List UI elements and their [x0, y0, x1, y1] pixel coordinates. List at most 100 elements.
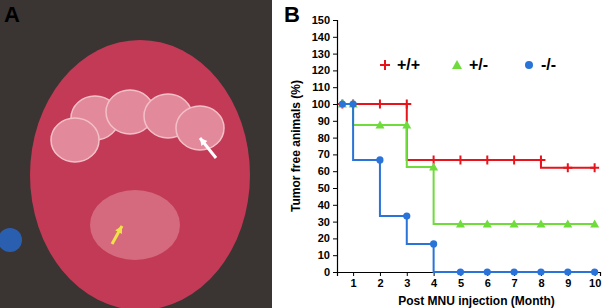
photo-organ: [90, 190, 180, 260]
series-marker: [338, 100, 347, 109]
series-marker: [376, 156, 383, 163]
tick-label: 2: [377, 277, 383, 289]
tick-mark: [333, 37, 337, 38]
panel-label: B: [284, 2, 300, 27]
tick: 10: [318, 249, 337, 261]
tick-mark: [333, 87, 337, 88]
series-marker: [510, 155, 519, 164]
tick-label: 4: [431, 277, 438, 289]
tick-mark: [333, 54, 337, 55]
tick: 3: [404, 272, 410, 289]
tick-label: 8: [538, 277, 544, 289]
tick-label: 100: [312, 98, 330, 110]
y-axis-title: Tumor free animals (%): [289, 80, 303, 212]
legend-marker: [380, 60, 390, 70]
series-line: [342, 104, 594, 168]
tick-label: 0: [324, 266, 330, 278]
tick: 50: [318, 182, 337, 194]
series-line: [342, 104, 594, 272]
legend-marker: [525, 61, 533, 69]
photo-panel: [0, 0, 272, 308]
tick-label: 6: [485, 277, 491, 289]
series-marker: [591, 268, 598, 275]
series-marker: [536, 219, 545, 227]
photo-clip: [0, 228, 22, 252]
tick: 80: [318, 132, 337, 144]
tick-label: 120: [312, 64, 330, 76]
series-marker: [430, 240, 437, 247]
tick-mark: [333, 154, 337, 155]
series-marker: [483, 155, 492, 164]
tick-label: 80: [318, 132, 330, 144]
tick: 70: [318, 148, 337, 160]
photo-body: [30, 40, 250, 308]
photo-tumor: [176, 106, 224, 150]
series-marker: [339, 100, 346, 107]
tick: 110: [312, 81, 337, 93]
series-marker: [456, 155, 465, 164]
tick-mark: [333, 255, 337, 256]
tick-mark: [333, 104, 337, 105]
series-marker: [564, 268, 571, 275]
series-marker: [338, 100, 347, 108]
series-marker: [563, 219, 572, 227]
tick-mark: [380, 272, 381, 276]
tick: 130: [312, 48, 337, 60]
tick-mark: [333, 121, 337, 122]
legend-label: +/-: [469, 56, 488, 73]
tick-label: 7: [512, 277, 518, 289]
tick-label: 5: [458, 277, 464, 289]
series-marker: [456, 219, 465, 227]
tick-label: 130: [312, 48, 330, 60]
series-marker: [511, 268, 518, 275]
tick-label: 150: [312, 14, 330, 26]
series-marker: [590, 163, 599, 172]
series-marker: [349, 100, 358, 109]
tick: 4: [431, 272, 438, 289]
tick-mark: [333, 138, 337, 139]
series-marker: [457, 268, 464, 275]
photo-tumor: [51, 118, 99, 162]
series-marker: [590, 219, 599, 227]
legend-label: -/-: [541, 56, 556, 73]
series-marker: [510, 219, 519, 227]
tick-label: 10: [318, 249, 330, 261]
series-marker: [563, 163, 572, 172]
tick: 40: [318, 199, 337, 211]
white-arrow-shaft: [200, 138, 216, 158]
series-marker: [429, 163, 438, 171]
y-axis: 0102030405060708090100110120130140150: [312, 14, 338, 278]
plot-area: [338, 100, 599, 276]
tick: 1: [351, 272, 357, 289]
series-marker: [536, 155, 545, 164]
series-marker: [402, 100, 411, 109]
series-marker: [349, 100, 358, 108]
tick-mark: [407, 272, 408, 276]
tick-label: 110: [312, 81, 330, 93]
white-arrow-head: [200, 138, 207, 146]
series-marker: [483, 219, 492, 227]
tick-label: 3: [404, 277, 410, 289]
tick-mark: [333, 171, 337, 172]
tick: 0: [324, 266, 337, 278]
tick-mark: [333, 70, 337, 71]
x-axis-title: Post MNU injection (Month): [398, 294, 555, 308]
series-marker: [350, 100, 357, 107]
tick: 20: [318, 232, 337, 244]
tick-mark: [333, 188, 337, 189]
series-marker: [537, 268, 544, 275]
x-axis: 12345678910: [338, 272, 602, 289]
axis-line: [333, 21, 338, 273]
tick-label: 60: [318, 165, 330, 177]
legend-marker: [452, 60, 462, 69]
white-arrow: [200, 138, 216, 158]
tick: 100: [312, 98, 337, 110]
tick: 60: [318, 165, 337, 177]
series-marker: [484, 268, 491, 275]
tick-mark: [333, 20, 337, 21]
panel-label: A: [4, 2, 20, 27]
tick: 140: [312, 31, 337, 43]
tick-label: 140: [312, 31, 330, 43]
series-marker: [375, 121, 384, 129]
legend: +/++/--/-: [380, 56, 556, 73]
